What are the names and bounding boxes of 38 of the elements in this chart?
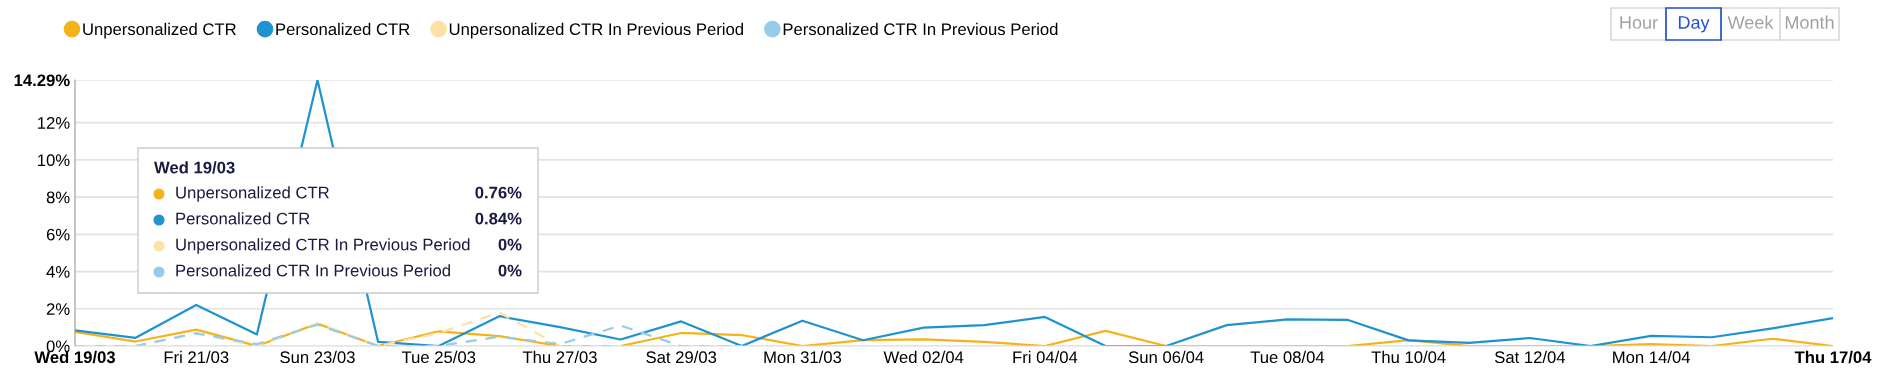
x-tick-label: Wed 02/04 (883, 350, 964, 364)
annotation: Unpersonalized CTR (176, 186, 329, 202)
y-tick-label: 2% (46, 303, 70, 315)
annotation: Unpersonalized CTR In Previous Period (176, 238, 470, 254)
y-tick-label: 8% (46, 191, 70, 204)
annotation: 0% (498, 238, 522, 251)
legend-label: Unpersonalized CTR (83, 22, 236, 39)
legend-label: Unpersonalized CTR In Previous Period (449, 22, 743, 39)
annotation: 0.76% (475, 186, 522, 199)
text: Month (1785, 15, 1834, 29)
y-tick-label: 6% (46, 228, 70, 241)
x-tick-label: Fri 21/03 (164, 350, 229, 364)
y-tick-label: 4% (46, 266, 70, 278)
x-tick-label: Tue 25/03 (401, 350, 476, 364)
annotation: Wed 19/03 (154, 161, 235, 174)
x-tick-label: Thu 17/04 (1794, 350, 1872, 364)
annotation: Personalized CTR In Previous Period (176, 264, 450, 277)
text: Week (1727, 15, 1774, 29)
annotation: 0.84% (475, 212, 522, 225)
annotation: Personalized CTR (176, 212, 310, 225)
y-tick-label: 14.29% (14, 74, 70, 87)
text: Hour (1620, 16, 1658, 29)
x-tick-label: Sat 12/04 (1494, 350, 1566, 364)
y-tick-label: 12% (38, 117, 70, 129)
legend-label: Personalized CTR In Previous Period (783, 22, 1058, 36)
x-tick-label: Sat 29/03 (646, 350, 717, 364)
x-tick-label: Fri 04/04 (1013, 350, 1078, 364)
x-tick-label: Thu 10/04 (1371, 350, 1446, 364)
x-tick-label: Mon 14/04 (1613, 350, 1691, 364)
text: Day (1678, 16, 1710, 33)
x-tick-label: Thu 27/03 (522, 350, 597, 364)
x-tick-label: Mon 31/03 (764, 350, 842, 364)
x-tick-label: Tue 08/04 (1250, 350, 1325, 364)
y-tick-label: 10% (38, 154, 70, 167)
annotation: 0% (498, 264, 522, 277)
x-tick-label: Sun 06/04 (1128, 350, 1204, 364)
x-tick-label: Sun 23/03 (280, 350, 355, 364)
legend-label: Personalized CTR (276, 22, 410, 36)
